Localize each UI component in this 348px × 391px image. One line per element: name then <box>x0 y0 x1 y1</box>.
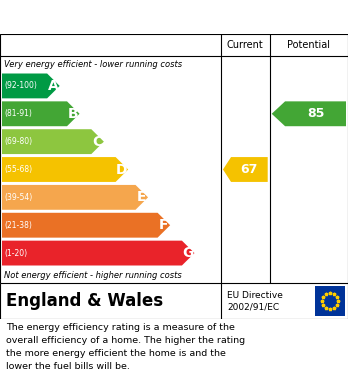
Text: (81-91): (81-91) <box>4 109 32 118</box>
Text: The energy efficiency rating is a measure of the
overall efficiency of a home. T: The energy efficiency rating is a measur… <box>6 323 245 371</box>
Text: England & Wales: England & Wales <box>6 292 163 310</box>
Text: (92-100): (92-100) <box>4 81 37 90</box>
Polygon shape <box>2 213 170 238</box>
Text: Current: Current <box>227 40 264 50</box>
Text: Very energy efficient - lower running costs: Very energy efficient - lower running co… <box>4 59 182 68</box>
Text: D: D <box>116 163 128 176</box>
Polygon shape <box>2 101 80 126</box>
Polygon shape <box>223 157 268 182</box>
Text: (39-54): (39-54) <box>4 193 32 202</box>
Text: Potential: Potential <box>287 40 330 50</box>
Polygon shape <box>2 74 60 99</box>
Text: F: F <box>159 218 169 232</box>
Text: B: B <box>68 107 79 121</box>
Text: (69-80): (69-80) <box>4 137 32 146</box>
Text: A: A <box>48 79 59 93</box>
Text: Energy Efficiency Rating: Energy Efficiency Rating <box>9 9 230 25</box>
Polygon shape <box>2 185 148 210</box>
Polygon shape <box>2 157 128 182</box>
Text: Not energy efficient - higher running costs: Not energy efficient - higher running co… <box>4 271 182 280</box>
Text: G: G <box>182 246 194 260</box>
Polygon shape <box>272 101 346 126</box>
Text: (21-38): (21-38) <box>4 221 32 230</box>
Polygon shape <box>2 240 195 265</box>
Text: E: E <box>137 190 147 204</box>
Text: EU Directive
2002/91/EC: EU Directive 2002/91/EC <box>227 291 283 311</box>
Text: (1-20): (1-20) <box>4 249 27 258</box>
Text: 85: 85 <box>307 107 324 120</box>
Text: (55-68): (55-68) <box>4 165 32 174</box>
Text: C: C <box>93 135 103 149</box>
Text: 67: 67 <box>241 163 258 176</box>
Bar <box>315 286 345 316</box>
Polygon shape <box>2 129 104 154</box>
